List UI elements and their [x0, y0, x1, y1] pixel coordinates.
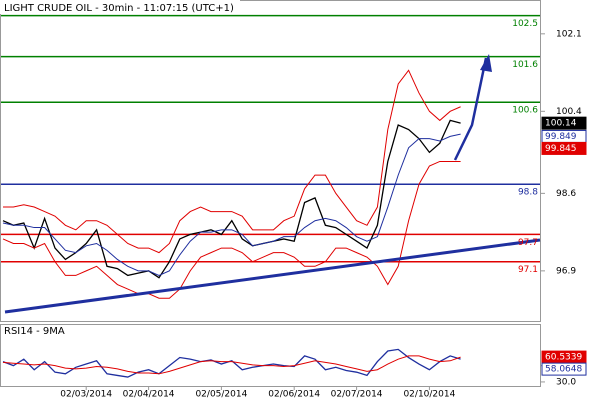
level-label: 97.1 [518, 265, 538, 275]
y-tick-label: 100.4 [556, 107, 582, 117]
badge-label: 58.0648 [545, 365, 582, 375]
y-tick-label: 30.0 [556, 377, 576, 387]
series-line [2, 348, 461, 378]
series-line [2, 119, 461, 279]
chart-title: LIGHT CRUDE OIL - 30min - 11:07:15 (UTC+… [4, 3, 234, 14]
price-panel [0, 0, 541, 322]
arrow-head [480, 54, 492, 72]
plot [1, 14, 540, 378]
level-label: 98.8 [518, 188, 538, 198]
y-tick-label: 102.1 [556, 29, 582, 39]
badge-label: 60.5339 [545, 353, 582, 363]
x-tick-label: 02/07/2014 [331, 390, 383, 400]
level-label: 102.5 [512, 19, 538, 29]
series-line [2, 355, 461, 375]
x-tick-label: 02/10/2014 [403, 390, 455, 400]
x-tick-label: 02/05/2014 [195, 390, 247, 400]
price-badge [541, 116, 587, 130]
trend-line [4, 238, 541, 314]
rsi-panel [0, 324, 541, 387]
price-badge [541, 141, 587, 155]
badge-label: 100.14 [545, 119, 577, 129]
x-tick-label: 02/06/2014 [268, 390, 320, 400]
y-tick-label: 96.9 [556, 266, 576, 276]
x-tick-label: 02/03/2014 [60, 390, 112, 400]
series-line [2, 160, 461, 299]
level-label: 97.7 [518, 238, 538, 248]
x-tick-label: 02/04/2014 [123, 390, 175, 400]
price-badge [541, 362, 587, 376]
series-line [2, 133, 461, 276]
level-label: 101.6 [512, 60, 538, 70]
y-tick-label: 98.6 [556, 189, 576, 199]
badge-label: 99.845 [545, 144, 577, 154]
rsi-title: RSI14 - 9MA [4, 326, 65, 337]
series-line [3, 69, 461, 254]
level-label: 100.6 [512, 106, 538, 116]
badge-label: 99.849 [545, 132, 577, 142]
forecast-arrow [453, 57, 488, 161]
title-bg [0, 0, 240, 14]
